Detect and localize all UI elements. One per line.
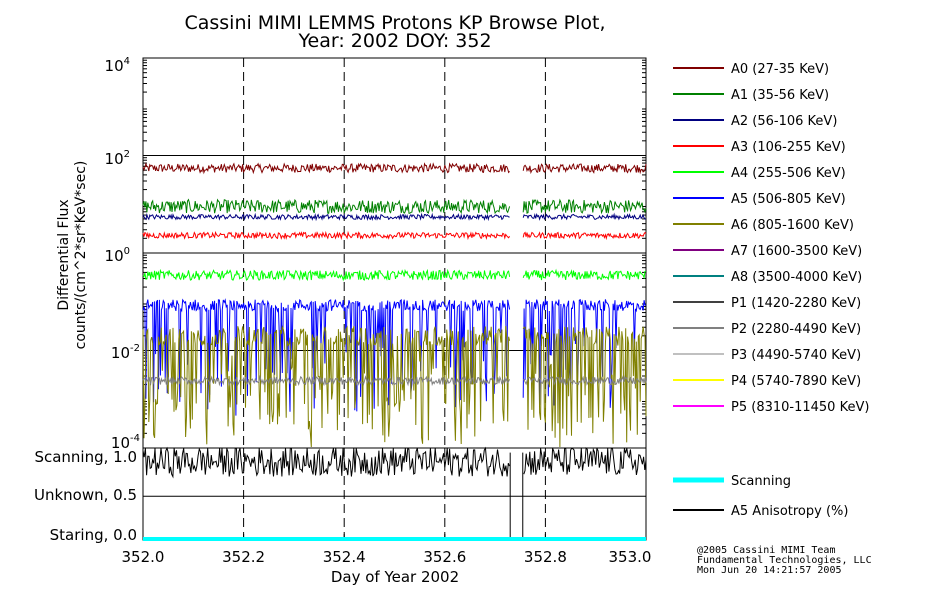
legend-label: P3 (4490-5740 KeV) xyxy=(731,348,861,363)
legend-item: A1 (35-56 KeV) xyxy=(673,88,829,103)
credits: @2005 Cassini MIMI Team Fundamental Tech… xyxy=(697,546,872,576)
x-tick-label: 352.2 xyxy=(222,548,265,566)
legend-label: A3 (106-255 KeV) xyxy=(731,140,846,155)
y-tick-label: 10-2 xyxy=(111,343,140,362)
legend-label: P4 (5740-7890 KeV) xyxy=(731,374,861,389)
scan-label-unknown: Unknown, 0.5 xyxy=(34,486,137,504)
legend-label: P5 (8310-11450 KeV) xyxy=(731,400,869,415)
flux-plot-area: 104 102 100 10-2 10-4 xyxy=(105,56,647,452)
x-tick-label: 352.0 xyxy=(122,548,165,566)
legend-label: P2 (2280-4490 KeV) xyxy=(731,322,861,337)
legend-label: Scanning xyxy=(731,474,791,489)
legend-item: P1 (1420-2280 KeV) xyxy=(673,296,861,311)
legend-item: A4 (255-506 KeV) xyxy=(673,166,846,181)
series-line xyxy=(142,325,647,448)
y-axis-label: Differential Flux counts/(cm^2*sr*KeV*se… xyxy=(56,161,89,350)
legend-item-anisotropy: A5 Anisotropy (%) xyxy=(673,504,848,519)
legend-item: A5 (506-805 KeV) xyxy=(673,192,846,207)
legend-label: P1 (1420-2280 KeV) xyxy=(731,296,861,311)
x-tick-label: 352.8 xyxy=(524,548,567,566)
y-tick-label: 100 xyxy=(105,246,130,265)
y-tick-label: 102 xyxy=(105,149,130,168)
legend-label: A1 (35-56 KeV) xyxy=(731,88,829,103)
y-axis-label-line-1: Differential Flux xyxy=(56,199,72,310)
legend-label: A8 (3500-4000 KeV) xyxy=(731,270,862,285)
legend-label: A0 (27-35 KeV) xyxy=(731,62,829,77)
legend-label: A5 (506-805 KeV) xyxy=(731,192,846,207)
series-line xyxy=(142,268,647,282)
chart-title: Cassini MIMI LEMMS Protons KP Browse Plo… xyxy=(184,12,605,34)
x-tick-label: 353.0 xyxy=(609,548,652,566)
legend-item: P2 (2280-4490 KeV) xyxy=(673,322,861,337)
legend-item: A8 (3500-4000 KeV) xyxy=(673,270,862,285)
legend: A0 (27-35 KeV) A1 (35-56 KeV) A2 (56-106… xyxy=(673,62,869,415)
x-tick-label: 352.4 xyxy=(323,548,366,566)
scan-mode-series xyxy=(142,446,647,541)
legend-item: A7 (1600-3500 KeV) xyxy=(673,244,862,259)
legend-item: A2 (56-106 KeV) xyxy=(673,114,837,129)
series-line xyxy=(142,374,647,387)
legend-label: A6 (805-1600 KeV) xyxy=(731,218,854,233)
legend-item: A3 (106-255 KeV) xyxy=(673,140,846,155)
legend-item: A0 (27-35 KeV) xyxy=(673,62,829,77)
legend-item: P3 (4490-5740 KeV) xyxy=(673,348,861,363)
x-axis-label: Day of Year 2002 xyxy=(331,568,459,586)
y-tick-labels: 104 102 100 10-2 10-4 xyxy=(105,56,140,452)
y-tick-label: 10-4 xyxy=(111,433,140,452)
lower-legend: Scanning A5 Anisotropy (%) xyxy=(673,474,848,519)
legend-label: A2 (56-106 KeV) xyxy=(731,114,837,129)
series-line xyxy=(142,298,647,417)
legend-label: A4 (255-506 KeV) xyxy=(731,166,846,181)
legend-item: P5 (8310-11450 KeV) xyxy=(673,400,869,415)
scan-mode-panel: Scanning, 1.0 Unknown, 0.5 Staring, 0.0 xyxy=(34,446,647,544)
x-tick-label: 352.6 xyxy=(423,548,466,566)
scan-mode-grid xyxy=(142,448,647,540)
scan-label-staring: Staring, 0.0 xyxy=(50,526,137,544)
x-tick-labels: 352.0 352.2 352.4 352.6 352.8 353.0 xyxy=(122,548,652,566)
y-axis-label-line-2: counts/(cm^2*sr*KeV*sec) xyxy=(73,161,89,350)
flux-series-group xyxy=(142,162,647,448)
legend-label: A5 Anisotropy (%) xyxy=(731,504,848,519)
series-line xyxy=(142,198,647,215)
legend-item: P4 (5740-7890 KeV) xyxy=(673,374,861,389)
chart-subtitle: Year: 2002 DOY: 352 xyxy=(297,30,491,52)
legend-label: A7 (1600-3500 KeV) xyxy=(731,244,862,259)
scan-label-scanning: Scanning, 1.0 xyxy=(34,448,137,466)
legend-item: A6 (805-1600 KeV) xyxy=(673,218,854,233)
series-line xyxy=(142,230,647,241)
anisotropy-line xyxy=(142,446,647,479)
credits-line: Mon Jun 20 14:21:57 2005 xyxy=(697,565,842,576)
series-line xyxy=(142,162,647,175)
y-tick-label: 104 xyxy=(105,56,130,75)
credits-line: Fundamental Technologies, LLC xyxy=(697,555,872,566)
credits-line: @2005 Cassini MIMI Team xyxy=(697,545,836,556)
series-line xyxy=(142,212,647,222)
legend-item-scanning: Scanning xyxy=(673,474,791,489)
